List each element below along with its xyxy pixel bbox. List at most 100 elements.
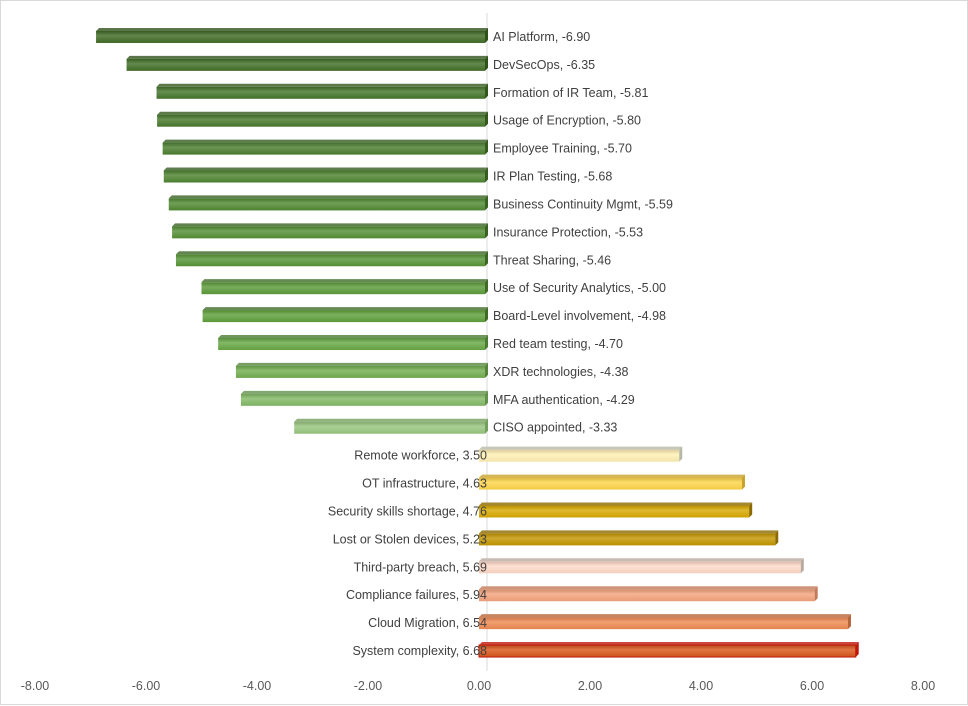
bar-top-face bbox=[294, 418, 488, 422]
data-label: AI Platform, -6.90 bbox=[493, 30, 590, 44]
x-tick-label: -8.00 bbox=[21, 679, 50, 693]
data-label: Security skills shortage, 4.76 bbox=[328, 504, 487, 518]
bar-top-face bbox=[202, 307, 489, 311]
bar-side-face bbox=[775, 530, 779, 546]
bar-front-face bbox=[478, 644, 857, 658]
bar-front-face bbox=[240, 393, 485, 406]
bar-side-face bbox=[485, 111, 488, 127]
bar-front-face bbox=[479, 589, 815, 602]
bar bbox=[162, 139, 488, 155]
bar-top-face bbox=[163, 167, 488, 171]
x-axis-ticks: -8.00 -6.00 -4.00 -2.00 0.00 2.00 4.00 6.00 8.00 bbox=[21, 679, 935, 693]
bar-front-face bbox=[175, 254, 485, 267]
bar-side-face bbox=[485, 390, 488, 406]
data-label: XDR technologies, -4.38 bbox=[493, 365, 629, 379]
bar-front-face bbox=[157, 114, 485, 127]
bar-side-face bbox=[485, 362, 488, 378]
bar-side-face bbox=[485, 139, 488, 155]
bar-front-face bbox=[479, 561, 801, 574]
bar-side-face bbox=[485, 27, 488, 43]
x-tick-label: 6.00 bbox=[800, 679, 824, 693]
data-label: Formation of IR Team, -5.81 bbox=[493, 86, 648, 100]
bar-front-face bbox=[479, 449, 680, 462]
bar bbox=[163, 167, 488, 183]
bar bbox=[479, 474, 745, 490]
bar bbox=[157, 111, 488, 127]
bar-top-face bbox=[175, 251, 488, 255]
data-label: Use of Security Analytics, -5.00 bbox=[493, 281, 666, 295]
data-label: Cloud Migration, 6.54 bbox=[368, 616, 487, 630]
bar bbox=[479, 446, 683, 462]
bar bbox=[479, 530, 779, 546]
bar-front-face bbox=[201, 282, 485, 295]
data-label: Lost or Stolen devices, 5.23 bbox=[333, 532, 487, 546]
data-label: IR Plan Testing, -5.68 bbox=[493, 170, 612, 184]
x-tick-label: 8.00 bbox=[911, 679, 935, 693]
data-label: Remote workforce, 3.50 bbox=[354, 449, 487, 463]
data-label: Insurance Protection, -5.53 bbox=[493, 225, 643, 239]
bar-side-face bbox=[855, 642, 859, 658]
bar-side-face bbox=[485, 83, 488, 99]
bar-top-face bbox=[479, 558, 804, 562]
bar bbox=[96, 27, 489, 43]
data-label: Threat Sharing, -5.46 bbox=[493, 253, 611, 267]
data-label: System complexity, 6.68 bbox=[352, 644, 487, 658]
bar-top-face bbox=[479, 586, 818, 590]
bar bbox=[201, 279, 488, 295]
bar-front-face bbox=[202, 310, 486, 323]
labels-group: AI Platform, -6.90 DevSecOps, -6.35 Format… bbox=[328, 30, 673, 658]
bar-front-face bbox=[172, 226, 485, 239]
data-label: Employee Training, -5.70 bbox=[493, 142, 632, 156]
bar-side-face bbox=[800, 558, 804, 574]
bar-top-face bbox=[479, 530, 779, 534]
bar-front-face bbox=[235, 365, 485, 378]
bar bbox=[126, 55, 488, 71]
bar-top-face bbox=[172, 223, 488, 227]
bar bbox=[240, 390, 488, 406]
bar-top-face bbox=[126, 55, 488, 59]
bar-front-face bbox=[163, 170, 485, 183]
data-label: Compliance failures, 5.94 bbox=[346, 588, 487, 602]
bar-front-face bbox=[126, 58, 485, 71]
bar-top-face bbox=[162, 139, 488, 143]
x-tick-label: 0.00 bbox=[467, 679, 491, 693]
bar bbox=[479, 586, 818, 602]
bar-front-face bbox=[294, 421, 485, 434]
bar-side-face bbox=[485, 279, 488, 295]
bar-top-face bbox=[157, 111, 488, 115]
bar-side-face bbox=[485, 251, 488, 267]
data-label: Red team testing, -4.70 bbox=[493, 337, 623, 351]
bar-top-face bbox=[479, 502, 753, 506]
bar-front-face bbox=[162, 142, 485, 155]
data-label: DevSecOps, -6.35 bbox=[493, 58, 595, 72]
bar bbox=[235, 362, 488, 378]
bar bbox=[479, 502, 753, 518]
bar-front-face bbox=[218, 338, 485, 350]
data-label: Board-Level involvement, -4.98 bbox=[493, 309, 666, 323]
bar-top-face bbox=[96, 27, 489, 31]
x-tick-label: -2.00 bbox=[354, 679, 383, 693]
bar-top-face bbox=[479, 446, 683, 450]
bar-front-face bbox=[156, 86, 486, 99]
bar bbox=[175, 251, 488, 267]
x-tick-label: 4.00 bbox=[689, 679, 713, 693]
bar bbox=[479, 558, 804, 574]
bar-top-face bbox=[218, 335, 488, 338]
data-label: Business Continuity Mgmt, -5.59 bbox=[493, 197, 673, 211]
bar bbox=[172, 223, 488, 239]
bar bbox=[294, 418, 488, 434]
bar bbox=[479, 614, 851, 630]
bar-front-face bbox=[479, 505, 750, 518]
x-tick-label: 2.00 bbox=[578, 679, 602, 693]
bar-front-face bbox=[479, 477, 742, 490]
bar-side-face bbox=[749, 502, 753, 518]
x-tick-label: -6.00 bbox=[132, 679, 161, 693]
bar-top-face bbox=[240, 390, 488, 394]
bar-top-face bbox=[235, 362, 488, 366]
bar-side-face bbox=[485, 55, 488, 71]
x-tick-label: -4.00 bbox=[243, 679, 272, 693]
bar-side-face bbox=[485, 418, 488, 434]
bar-top-face bbox=[479, 642, 859, 646]
bar-front-face bbox=[96, 30, 486, 43]
